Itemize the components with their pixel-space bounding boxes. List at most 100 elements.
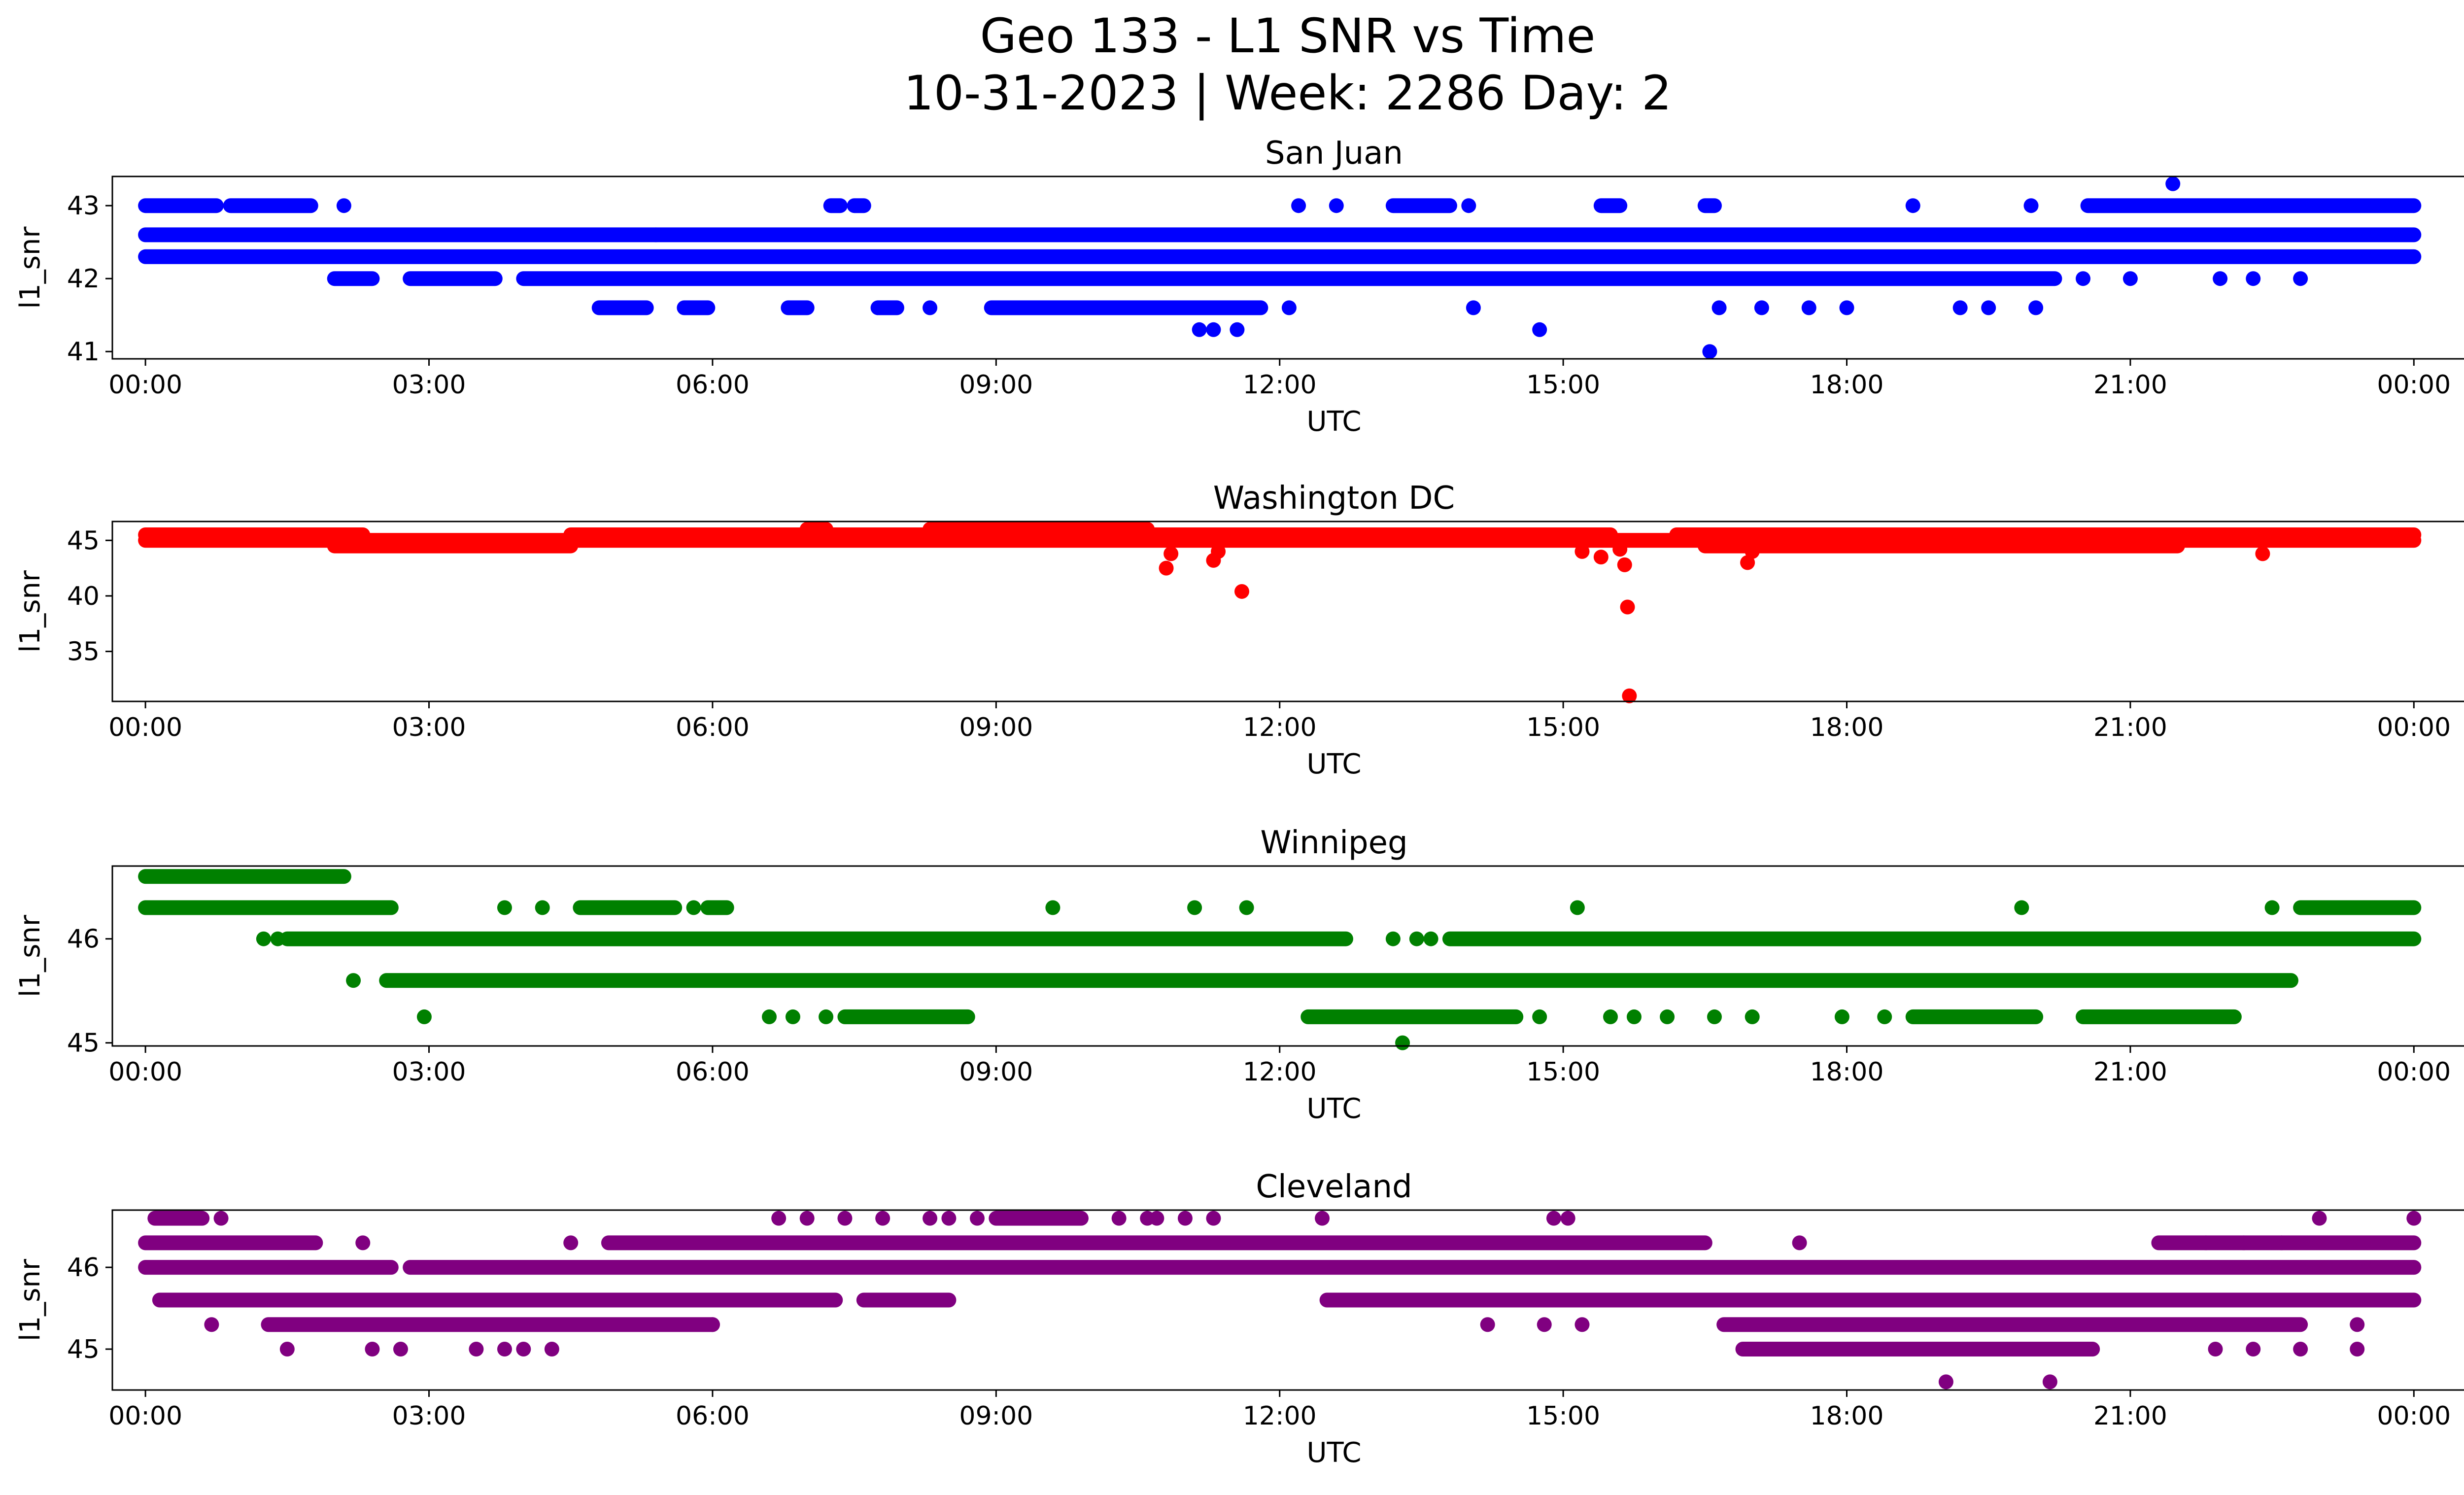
scatter-points-run (573, 900, 683, 915)
scatter-point (497, 1342, 512, 1357)
scatter-points-run (677, 300, 716, 315)
x-tick-label: 15:00 (1526, 1057, 1600, 1087)
x-tick-label: 03:00 (392, 1057, 466, 1087)
x-tick-label: 21:00 (2093, 1057, 2167, 1087)
y-tick-label: 40 (67, 582, 100, 611)
scatter-points-run (1697, 198, 1722, 213)
scatter-point (2274, 1235, 2289, 1251)
scatter-point (819, 1009, 834, 1024)
scatter-point (2213, 271, 2228, 286)
scatter-point (705, 1317, 720, 1332)
y-axis-label: l1_snr (14, 1258, 46, 1341)
scatter-series (138, 869, 2422, 1050)
scatter-points-run (403, 1260, 2422, 1275)
scatter-point (1230, 322, 1245, 337)
scatter-point (563, 1235, 579, 1251)
scatter-points-run (138, 1260, 399, 1275)
scatter-point (686, 900, 701, 915)
scatter-points-run (989, 1211, 1089, 1226)
scatter-point (497, 900, 512, 915)
scatter-point (1466, 300, 1481, 315)
x-tick-label: 18:00 (1810, 713, 1884, 742)
scatter-points-run (279, 931, 1353, 946)
subplot-title: Washington DC (1213, 480, 1455, 517)
scatter-point (2264, 900, 2280, 915)
scatter-point (762, 1009, 777, 1024)
scatter-points-run (1442, 931, 2422, 946)
scatter-point (799, 1211, 815, 1226)
x-tick-label: 00:00 (108, 370, 182, 400)
scatter-point (875, 1211, 890, 1226)
axes-frame (111, 521, 2464, 702)
x-axis-label: UTC (1306, 1093, 1361, 1125)
scatter-point (941, 1211, 957, 1226)
scatter-points-run (1593, 198, 1628, 213)
scatter-point (2236, 1235, 2252, 1251)
figure-title-line1: Geo 133 - L1 SNR vs Time (980, 8, 1596, 64)
y-tick-label: 35 (67, 637, 100, 667)
scatter-point (1164, 546, 1179, 561)
scatter-points-run (799, 522, 834, 537)
scatter-points-run (138, 198, 224, 213)
scatter-point (2293, 1342, 2308, 1357)
scatter-point (1612, 542, 1628, 557)
scatter-point (1620, 599, 1635, 615)
scatter-point (1385, 931, 1401, 946)
scatter-points-run (379, 973, 2298, 988)
y-tick-label: 43 (67, 191, 100, 221)
axes-frame (111, 1209, 2464, 1391)
scatter-points-run (327, 538, 579, 554)
scatter-point (1574, 1317, 1590, 1332)
scatter-point (1395, 1035, 1410, 1050)
scatter-points-run (138, 227, 2422, 243)
subplot-0: San Juan 00:00 03:00 06:00 09:00 12:00 15:00 18… (14, 135, 2464, 438)
x-tick-label: 18:00 (1810, 370, 1884, 400)
x-tick-label: 06:00 (676, 370, 750, 400)
subplot-2: Winnipeg 00:00 03:00 06:00 09:00 12:00 15:00 18… (14, 825, 2464, 1125)
y-tick-label: 45 (67, 526, 100, 556)
scatter-point (279, 1342, 295, 1357)
scatter-points-run (984, 300, 1268, 315)
x-tick-label: 15:00 (1526, 713, 1600, 742)
scatter-point (469, 1342, 484, 1357)
scatter-point (2350, 1342, 2365, 1357)
scatter-point (1801, 300, 1816, 315)
scatter-point (1211, 544, 1226, 559)
scatter-point (355, 1235, 371, 1251)
x-tick-label: 03:00 (392, 713, 466, 742)
scatter-point (1740, 555, 1755, 570)
scatter-points-run (223, 198, 318, 213)
scatter-point (1560, 1211, 1575, 1226)
scatter-point (1952, 300, 1968, 315)
scatter-points-run (138, 527, 371, 543)
x-tick-label: 12:00 (1243, 370, 1317, 400)
scatter-series (138, 1211, 2422, 1390)
x-tick-label: 00:00 (2377, 370, 2451, 400)
scatter-point (1626, 1009, 1642, 1024)
scatter-point (2255, 546, 2270, 561)
scatter-point (336, 198, 351, 213)
scatter-point (256, 931, 271, 946)
scatter-point (2076, 271, 2091, 286)
scatter-point (2042, 1374, 2057, 1390)
x-tick-label: 06:00 (676, 713, 750, 742)
scatter-point (1570, 900, 1585, 915)
y-tick-label: 46 (67, 1253, 100, 1283)
scatter-points-run (856, 1292, 957, 1308)
scatter-point (1192, 322, 1207, 337)
scatter-points-run (837, 1009, 975, 1024)
subplot-title: Winnipeg (1260, 825, 1407, 861)
scatter-point (1206, 322, 1221, 337)
scatter-points-run (1716, 1317, 2308, 1332)
scatter-point (1574, 544, 1590, 559)
scatter-point (648, 227, 663, 243)
x-tick-label: 09:00 (959, 1401, 1033, 1431)
y-tick-label: 46 (67, 925, 100, 954)
scatter-point (2293, 271, 2308, 286)
scatter-points-run (261, 1317, 720, 1332)
scatter-point (2208, 1342, 2223, 1357)
scatter-point (2122, 271, 2138, 286)
scatter-point (416, 1009, 432, 1024)
scatter-points-run (138, 900, 399, 915)
